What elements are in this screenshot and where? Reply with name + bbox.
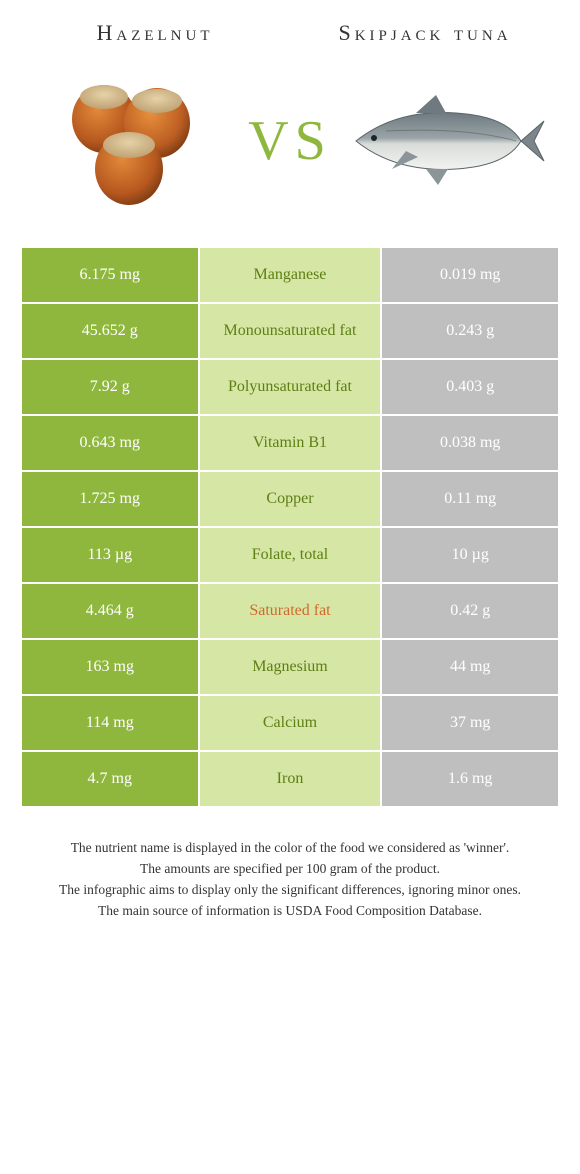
nutrient-name: Polyunsaturated fat xyxy=(200,360,381,414)
footnotes: The nutrient name is displayed in the co… xyxy=(20,838,560,922)
nutrient-name: Calcium xyxy=(200,696,381,750)
table-row: 113 µgFolate, total10 µg xyxy=(22,528,558,582)
table-row: 4.464 gSaturated fat0.42 g xyxy=(22,584,558,638)
footnote-line: The infographic aims to display only the… xyxy=(22,880,558,901)
vs-label: VS xyxy=(248,109,332,173)
nutrient-name: Monounsaturated fat xyxy=(200,304,381,358)
footnote-line: The main source of information is USDA F… xyxy=(22,901,558,922)
table-row: 4.7 mgIron1.6 mg xyxy=(22,752,558,806)
value-left: 113 µg xyxy=(22,528,198,582)
table-row: 0.643 mgVitamin B10.038 mg xyxy=(22,416,558,470)
value-right: 0.243 g xyxy=(382,304,558,358)
hazelnut-image xyxy=(20,66,248,216)
value-right: 44 mg xyxy=(382,640,558,694)
value-right: 0.403 g xyxy=(382,360,558,414)
value-right: 0.11 mg xyxy=(382,472,558,526)
value-left: 114 mg xyxy=(22,696,198,750)
value-right: 1.6 mg xyxy=(382,752,558,806)
tuna-image xyxy=(332,66,560,216)
nutrient-name: Manganese xyxy=(200,248,381,302)
table-row: 1.725 mgCopper0.11 mg xyxy=(22,472,558,526)
food-title-right: Skipjack tuna xyxy=(290,20,560,46)
table-row: 163 mgMagnesium44 mg xyxy=(22,640,558,694)
value-left: 6.175 mg xyxy=(22,248,198,302)
value-right: 0.038 mg xyxy=(382,416,558,470)
value-left: 7.92 g xyxy=(22,360,198,414)
food-title-left: Hazelnut xyxy=(20,20,290,46)
nutrient-name: Magnesium xyxy=(200,640,381,694)
value-left: 4.464 g xyxy=(22,584,198,638)
table-row: 6.175 mgManganese0.019 mg xyxy=(22,248,558,302)
nutrient-name: Folate, total xyxy=(200,528,381,582)
nutrient-name: Vitamin B1 xyxy=(200,416,381,470)
images-row: VS xyxy=(20,66,560,216)
value-left: 0.643 mg xyxy=(22,416,198,470)
value-right: 37 mg xyxy=(382,696,558,750)
value-left: 1.725 mg xyxy=(22,472,198,526)
footnote-line: The nutrient name is displayed in the co… xyxy=(22,838,558,859)
nutrient-name: Copper xyxy=(200,472,381,526)
comparison-table: 6.175 mgManganese0.019 mg45.652 gMonouns… xyxy=(20,246,560,808)
table-row: 45.652 gMonounsaturated fat0.243 g xyxy=(22,304,558,358)
value-left: 163 mg xyxy=(22,640,198,694)
table-row: 7.92 gPolyunsaturated fat0.403 g xyxy=(22,360,558,414)
value-right: 10 µg xyxy=(382,528,558,582)
value-right: 0.019 mg xyxy=(382,248,558,302)
value-left: 45.652 g xyxy=(22,304,198,358)
nutrient-name: Saturated fat xyxy=(200,584,381,638)
value-left: 4.7 mg xyxy=(22,752,198,806)
table-row: 114 mgCalcium37 mg xyxy=(22,696,558,750)
value-right: 0.42 g xyxy=(382,584,558,638)
header: Hazelnut Skipjack tuna xyxy=(20,20,560,46)
nutrient-name: Iron xyxy=(200,752,381,806)
footnote-line: The amounts are specified per 100 gram o… xyxy=(22,859,558,880)
